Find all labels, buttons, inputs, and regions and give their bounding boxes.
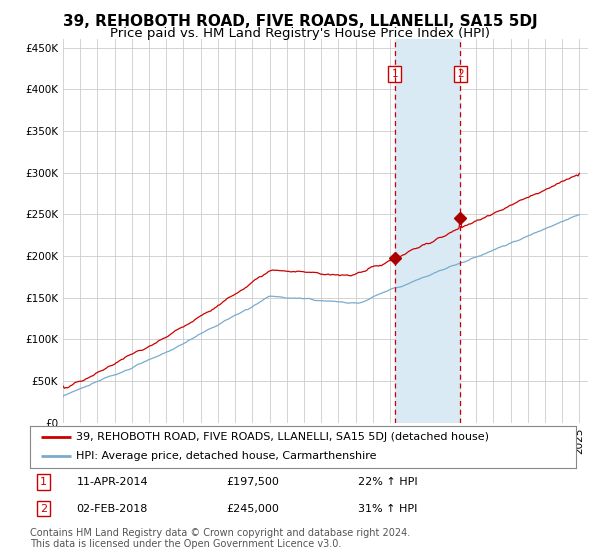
Text: 1: 1 bbox=[391, 69, 398, 79]
Text: 02-FEB-2018: 02-FEB-2018 bbox=[76, 503, 148, 514]
Text: 22% ↑ HPI: 22% ↑ HPI bbox=[358, 477, 417, 487]
Text: 11-APR-2014: 11-APR-2014 bbox=[76, 477, 148, 487]
Text: 39, REHOBOTH ROAD, FIVE ROADS, LLANELLI, SA15 5DJ (detached house): 39, REHOBOTH ROAD, FIVE ROADS, LLANELLI,… bbox=[76, 432, 490, 442]
Text: HPI: Average price, detached house, Carmarthenshire: HPI: Average price, detached house, Carm… bbox=[76, 451, 377, 461]
Bar bbox=[395, 39, 460, 423]
Text: Contains HM Land Registry data © Crown copyright and database right 2024.
This d: Contains HM Land Registry data © Crown c… bbox=[30, 528, 410, 549]
Text: £245,000: £245,000 bbox=[227, 503, 280, 514]
Text: £197,500: £197,500 bbox=[227, 477, 280, 487]
Text: 31% ↑ HPI: 31% ↑ HPI bbox=[358, 503, 417, 514]
Text: 39, REHOBOTH ROAD, FIVE ROADS, LLANELLI, SA15 5DJ: 39, REHOBOTH ROAD, FIVE ROADS, LLANELLI,… bbox=[62, 14, 538, 29]
Text: 2: 2 bbox=[457, 69, 464, 79]
Text: 1: 1 bbox=[40, 477, 47, 487]
Text: Price paid vs. HM Land Registry's House Price Index (HPI): Price paid vs. HM Land Registry's House … bbox=[110, 27, 490, 40]
Text: 2: 2 bbox=[40, 503, 47, 514]
